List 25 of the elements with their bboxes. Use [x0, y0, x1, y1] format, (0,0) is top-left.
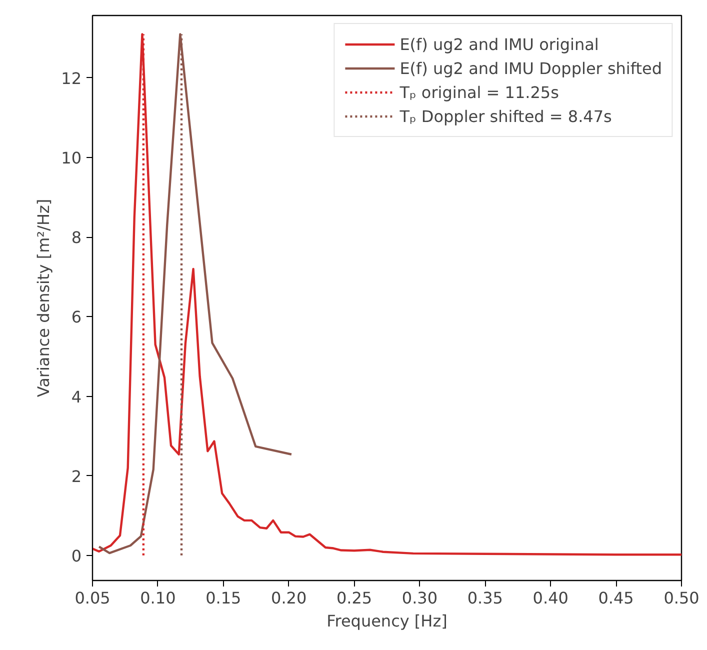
- legend-label: Tₚ Doppler shifted = 8.47s: [400, 106, 612, 126]
- line-series: [98, 33, 293, 554]
- y-tick-label: 2: [71, 466, 82, 486]
- x-tick-label: 0.40: [532, 588, 568, 608]
- legend-label: Tₚ original = 11.25s: [400, 82, 559, 102]
- x-tick-label: 0.50: [664, 588, 700, 608]
- x-tick-label: 0.35: [467, 588, 503, 608]
- legend-label: E(f) ug2 and IMU original: [400, 34, 599, 54]
- y-axis-title: Variance density [m²/Hz]: [34, 198, 54, 398]
- legend-label: E(f) ug2 and IMU Doppler shifted: [400, 58, 662, 78]
- x-tick-label: 0.45: [598, 588, 634, 608]
- x-tick-label: 0.25: [336, 588, 372, 608]
- y-tick-label: 6: [71, 308, 82, 327]
- x-tick-label: 0.20: [271, 588, 307, 608]
- y-tick-label: 8: [71, 228, 82, 248]
- y-tick-label: 0: [71, 546, 82, 566]
- x-tick-label: 0.10: [140, 588, 176, 608]
- x-tick-label: 0.15: [206, 588, 242, 608]
- line-series: [92, 33, 682, 556]
- y-tick-label: 10: [61, 148, 82, 168]
- x-axis-title: Frequency [Hz]: [326, 612, 448, 630]
- y-tick-label: 4: [71, 387, 82, 406]
- y-tick-label: 12: [61, 68, 82, 88]
- x-tick-label: 0.30: [402, 588, 438, 608]
- x-tick-label: 0.05: [74, 588, 110, 608]
